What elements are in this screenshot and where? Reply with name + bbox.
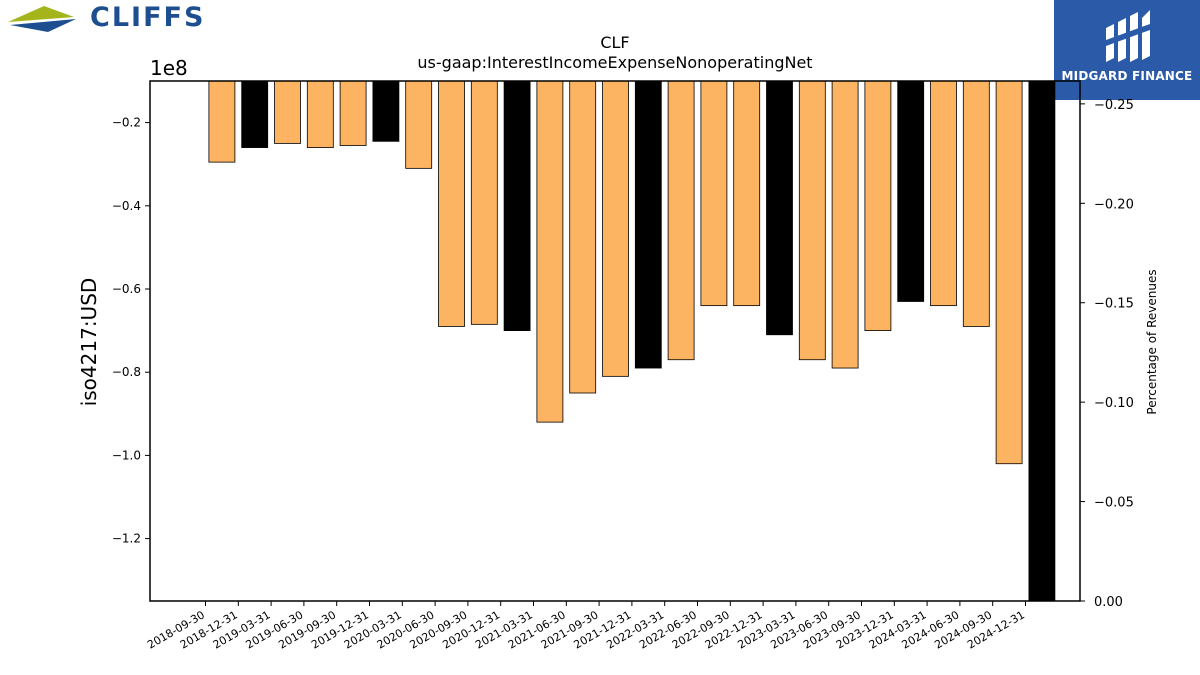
- bar: [995, 80, 1023, 465]
- y-tick-label: −1.0: [112, 448, 141, 462]
- bar: [372, 80, 400, 142]
- bar: [766, 80, 793, 336]
- bar: [602, 80, 629, 377]
- y2-tick-label: −0.25: [1094, 98, 1134, 113]
- bar: [831, 80, 859, 369]
- bar: [569, 80, 597, 394]
- y2-axis-label: Percentage of Revenues: [1145, 269, 1159, 414]
- cliffs-logo-mark: [8, 6, 76, 32]
- bar: [897, 80, 925, 302]
- bar: [1028, 80, 1056, 602]
- y2-tick-label: −0.15: [1094, 297, 1134, 312]
- midgard-finance-logo: MIDGARD FINANCE: [1054, 0, 1200, 100]
- y-tick-label: −1.2: [112, 532, 141, 546]
- x-ticks-group: 2018-09-302018-12-312019-03-312019-06-30…: [145, 601, 1027, 652]
- bar: [306, 80, 334, 148]
- cliffs-logo-text: CLIFFS: [90, 2, 206, 33]
- cliffs-logo: CLIFFS: [8, 2, 248, 36]
- midgard-logo-text: MIDGARD FINANCE: [1061, 69, 1193, 83]
- chart-subtitle: us-gaap:InterestIncomeExpenseNonoperatin…: [417, 53, 812, 72]
- bar: [733, 80, 761, 307]
- bar: [241, 80, 269, 148]
- bar: [930, 80, 957, 307]
- y-offset-label: 1e8: [150, 56, 188, 80]
- bar: [405, 80, 433, 169]
- bar: [536, 80, 564, 423]
- y-tick-label: −0.4: [112, 199, 141, 213]
- bar: [274, 80, 301, 144]
- bar: [634, 80, 662, 369]
- chart-title: CLF: [600, 33, 629, 52]
- y2-tick-label: −0.10: [1094, 396, 1134, 411]
- bar: [700, 80, 728, 307]
- y2-tick-label: −0.05: [1094, 496, 1134, 511]
- bar: [470, 80, 498, 325]
- y-tick-label: −0.8: [112, 365, 141, 379]
- bar: [339, 80, 367, 146]
- bar: [798, 80, 826, 361]
- y2-tick-label: 0.00: [1094, 595, 1123, 610]
- y2-ticks-group: 0.00 −0.05 −0.10 −0.15 −0.20 −0.25: [1080, 98, 1134, 610]
- bars-group: [208, 80, 1056, 602]
- y2-tick-label: −0.20: [1094, 197, 1134, 212]
- bar: [503, 80, 531, 332]
- y-axis-label: iso4217:USD: [77, 278, 101, 407]
- bar: [208, 80, 236, 163]
- y-tick-label: −0.6: [112, 282, 141, 296]
- y-tick-label: −0.2: [112, 116, 141, 130]
- bar: [667, 80, 695, 361]
- y-ticks-group: −0.2 −0.4 −0.6 −0.8 −1.0 −1.2: [112, 116, 150, 546]
- bar: [438, 80, 465, 327]
- midgard-logo-mark: [1106, 10, 1150, 62]
- bar: [864, 80, 892, 332]
- plot-frame: [149, 80, 1081, 602]
- bar: [962, 80, 990, 327]
